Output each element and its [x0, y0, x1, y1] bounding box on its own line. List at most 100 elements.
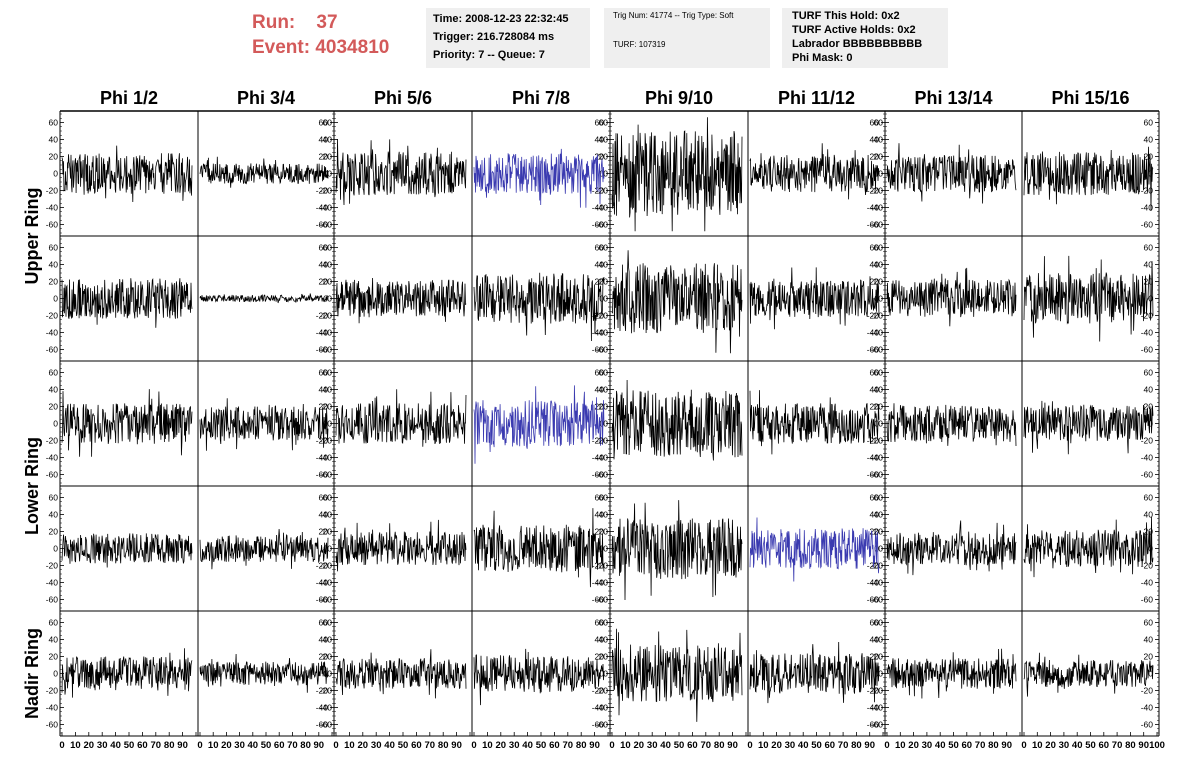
y-tick-label: 0 [327, 169, 332, 179]
y-tick-label: -20 [596, 436, 609, 446]
y-tick-label: -60 [867, 470, 880, 480]
y-tick-label: -60 [592, 345, 605, 355]
y-tick-label: 60 [870, 618, 880, 628]
y-tick-label: -60 [46, 595, 59, 605]
y-tick-label: -40 [592, 328, 605, 338]
y-tick-label: -40 [596, 203, 609, 213]
y-tick-label: -20 [596, 186, 609, 196]
x-tick-label: 20 [634, 740, 645, 751]
x-tick-label: 0 [1021, 740, 1026, 751]
waveform-trace [1023, 652, 1154, 697]
y-tick-label: -20 [867, 311, 880, 321]
y-tick-label: 60 [319, 243, 329, 253]
y-tick-label: 20 [870, 652, 880, 662]
y-tick-label: 20 [1144, 277, 1154, 287]
waveform-trace [611, 117, 743, 232]
priority-line: Priority: 7 -- Queue: 7 [433, 49, 545, 61]
y-tick-label: 20 [323, 152, 333, 162]
y-tick-label: -60 [1141, 220, 1154, 230]
y-tick-label: 20 [319, 152, 329, 162]
y-tick-label: 60 [1144, 118, 1154, 128]
y-tick-label: -60 [316, 470, 329, 480]
x-tick-label: 10 [895, 740, 906, 751]
y-tick-label: -20 [320, 186, 333, 196]
y-tick-label: 0 [599, 419, 604, 429]
x-tick-label: 30 [785, 740, 796, 751]
y-tick-label: -60 [592, 470, 605, 480]
x-tick-label: 90 [451, 740, 462, 751]
column-title: Phi 9/10 [645, 88, 713, 108]
x-tick-label: 60 [274, 740, 285, 751]
y-tick-label: 20 [874, 402, 884, 412]
y-tick-label: -20 [320, 686, 333, 696]
y-tick-label: 60 [323, 368, 333, 378]
y-tick-label: -20 [46, 186, 59, 196]
x-tick-label: 70 [975, 740, 986, 751]
x-tick-label: 90 [1138, 740, 1149, 751]
y-tick-label: -60 [592, 595, 605, 605]
y-tick-label: 20 [49, 527, 59, 537]
y-tick-label: -20 [592, 436, 605, 446]
y-tick-label: 60 [323, 493, 333, 503]
y-tick-label: -40 [46, 203, 59, 213]
y-tick-label: -60 [867, 220, 880, 230]
y-tick-label: -60 [867, 595, 880, 605]
y-tick-label: 40 [595, 510, 605, 520]
waveform-trace [61, 389, 193, 457]
y-tick-label: 0 [1148, 419, 1153, 429]
y-tick-label: 40 [1144, 260, 1154, 270]
waveform-trace [886, 520, 1017, 576]
y-tick-label: 20 [1144, 527, 1154, 537]
x-tick-label: 80 [988, 740, 999, 751]
y-tick-label: 40 [599, 510, 609, 520]
y-tick-label: -20 [871, 186, 884, 196]
y-tick-label: 0 [599, 544, 604, 554]
waveform-trace [473, 385, 605, 464]
y-tick-label: 20 [874, 152, 884, 162]
y-tick-label: 0 [327, 669, 332, 679]
y-tick-label: 20 [319, 652, 329, 662]
y-tick-label: -60 [46, 720, 59, 730]
run-line: Run: 37 [252, 10, 417, 35]
y-tick-label: -60 [46, 220, 59, 230]
y-tick-label: -60 [320, 720, 333, 730]
y-tick-label: 0 [327, 544, 332, 554]
y-tick-label: 20 [595, 152, 605, 162]
y-tick-label: 40 [323, 385, 333, 395]
x-tick-label: 30 [1059, 740, 1070, 751]
y-tick-label: 0 [53, 419, 58, 429]
run-value: 37 [316, 12, 338, 33]
y-tick-label: -20 [316, 436, 329, 446]
x-tick-label: 60 [137, 740, 148, 751]
x-tick-label: 10 [1032, 740, 1043, 751]
y-tick-label: 40 [319, 510, 329, 520]
x-tick-label: 0 [197, 740, 202, 751]
x-tick-label: 0 [884, 740, 889, 751]
x-tick-label: 0 [471, 740, 476, 751]
x-tick-label: 90 [1001, 740, 1012, 751]
waveform-trace [749, 143, 880, 200]
y-tick-label: -60 [320, 595, 333, 605]
y-tick-label: 40 [595, 135, 605, 145]
y-tick-label: -40 [871, 328, 884, 338]
x-tick-label: 10 [620, 740, 631, 751]
y-tick-label: -40 [871, 578, 884, 588]
y-tick-label: -60 [592, 220, 605, 230]
y-tick-label: 60 [874, 243, 884, 253]
column-title: Phi 11/12 [778, 88, 855, 108]
run-event-block: Run: 37 Event: 4034810 [252, 10, 417, 60]
waveform-trace [886, 403, 1017, 447]
x-tick-label: 80 [300, 740, 311, 751]
x-tick-label: 30 [509, 740, 520, 751]
y-tick-label: -20 [1141, 686, 1154, 696]
y-tick-label: 20 [595, 652, 605, 662]
event-label: Event: [252, 37, 311, 58]
y-tick-label: -20 [320, 436, 333, 446]
x-tick-label: 0 [747, 740, 752, 751]
y-tick-label: 0 [878, 669, 883, 679]
column-title: Phi 3/4 [237, 88, 295, 108]
y-tick-label: 20 [599, 152, 609, 162]
x-tick-label: 50 [536, 740, 547, 751]
waveform-trace [886, 267, 1017, 327]
y-tick-label: -40 [867, 328, 880, 338]
